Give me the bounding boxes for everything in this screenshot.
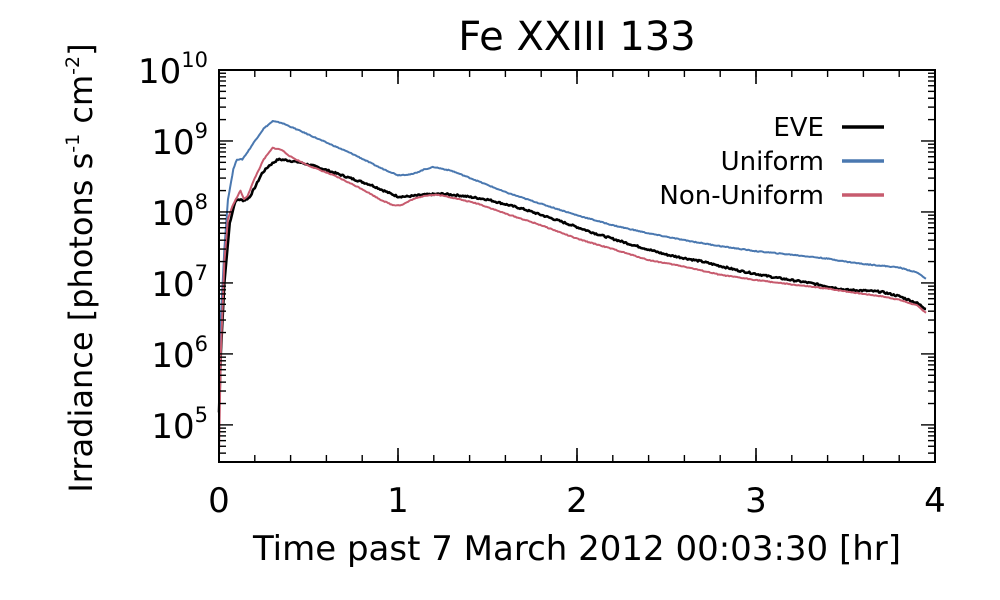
y-axis-label-main: Irradiance [photons s — [62, 153, 100, 493]
y-tick-label: 107 — [151, 261, 208, 305]
y-axis-label: Irradiance [photons s-1 cm-2] — [62, 43, 100, 492]
y-axis-label-mid: cm — [62, 75, 100, 134]
chart-title: Fe XXIII 133 — [458, 14, 695, 60]
legend-label: Uniform — [721, 147, 824, 177]
series-line-uniform — [218, 120, 927, 392]
y-tick-base: 10 — [151, 194, 194, 234]
series-line-eve — [217, 157, 927, 413]
y-tick-base: 10 — [151, 265, 194, 305]
y-tick-base: 10 — [151, 407, 194, 447]
y-tick-label: 106 — [151, 332, 208, 376]
y-tick-label: 1010 — [138, 48, 208, 92]
y-tick-label: 109 — [151, 119, 208, 163]
y-tick-label: 105 — [151, 403, 208, 447]
y-tick-base: 10 — [138, 52, 181, 92]
plot-frame — [218, 69, 936, 463]
y-tick-exponent: 9 — [195, 119, 208, 143]
y-axis-label-end: ] — [62, 43, 100, 55]
y-tick-exponent: 7 — [195, 261, 208, 285]
x-tick-label: 0 — [208, 481, 230, 521]
y-axis-label-sup2: -2 — [62, 56, 84, 75]
x-axis-label: Time past 7 March 2012 00:03:30 [hr] — [252, 529, 901, 569]
x-tick-label: 3 — [745, 481, 767, 521]
series-line-non-uniform — [218, 146, 927, 454]
legend-label: Non-Uniform — [659, 181, 824, 211]
x-tick-label: 2 — [566, 481, 588, 521]
y-tick-base: 10 — [151, 123, 194, 163]
y-tick-label: 108 — [151, 190, 208, 234]
legend-label: EVE — [773, 113, 824, 143]
y-tick-exponent: 10 — [181, 48, 208, 72]
y-tick-base: 10 — [151, 336, 194, 376]
y-tick-exponent: 8 — [195, 190, 208, 214]
ticks-layer — [218, 69, 936, 463]
y-tick-exponent: 5 — [195, 403, 208, 427]
x-tick-label: 4 — [924, 481, 946, 521]
series-layer — [217, 120, 927, 454]
plot-area — [217, 69, 936, 463]
y-axis-label-sup1: -1 — [62, 134, 84, 153]
legend: EVE Uniform Non-Uniform — [659, 113, 884, 211]
x-tick-labels: 0 1 2 3 4 — [208, 481, 946, 521]
x-tick-label: 1 — [387, 481, 409, 521]
y-tick-exponent: 6 — [195, 332, 208, 356]
